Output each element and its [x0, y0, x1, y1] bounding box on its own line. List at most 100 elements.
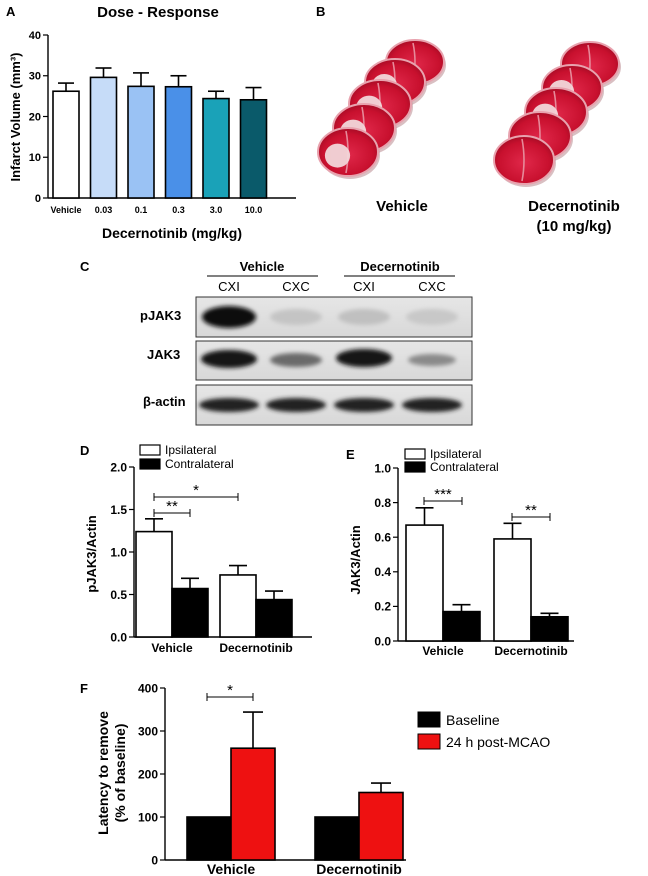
chart-e-bar [405, 524, 444, 642]
chart-f-ytick-label: 200 [138, 767, 158, 781]
chart-f-bar [358, 791, 404, 861]
chart-e-significance: ** [525, 502, 537, 519]
chart-e-ylabel: JAK3/Actin [348, 525, 363, 594]
chart-d-plot: 0.0 0.5 1.0 1.5 2.0 Vehicle Decernotinib Ipsila… [110, 443, 312, 655]
chart-a-category-label: 10.0 [245, 205, 263, 215]
chart-e-ytick-label: 1.0 [374, 461, 391, 475]
panel-a: A Dose - Response Infarct Volume (mm³) D… [6, 4, 296, 241]
chart-e-bar [442, 610, 481, 642]
chart-d-bar [255, 598, 293, 638]
chart-d-ytick-label: 0.0 [110, 630, 127, 644]
chart-e-ytick-label: 0.0 [374, 634, 391, 648]
blot-row-label-pjak3: pJAK3 [140, 308, 181, 323]
chart-a-title: Dose - Response [97, 4, 219, 21]
brain-slice-vehicle [317, 127, 380, 179]
chart-d-legend-swatch [139, 444, 161, 456]
chart-f-plot: 0 100 200 300 400 Vehicle Decernotinib Baseline… [138, 681, 550, 876]
chart-a-plot: 0 10 20 30 40 Vehicle 0.03 0.1 0.3 3.0 10.0 [29, 30, 296, 215]
chart-f-legend-swatch [417, 733, 441, 750]
chart-d-legend-swatch [139, 458, 161, 470]
panel-letter-a: A [6, 4, 16, 19]
chart-a-bar [202, 97, 230, 199]
chart-e-legend-swatch [404, 461, 426, 473]
chart-e-category-label: Decernotinib [494, 644, 567, 658]
chart-d-ylabel: pJAK3/Actin [84, 515, 99, 592]
chart-e-ytick-label: 0.6 [374, 531, 391, 545]
panel-e: E JAK3/Actin 0.0 0.2 0.4 0.6 0.8 1.0 Vehicle De… [346, 447, 574, 658]
brain-slice-vehicle-lesion [324, 143, 351, 168]
chart-f-ytick-label: 400 [138, 681, 158, 695]
chart-a-bar [164, 85, 193, 199]
chart-e-legend-swatch [404, 448, 426, 460]
panel-f: F Latency to remove (% of baseline) 0 100… [80, 681, 550, 876]
chart-f-category-label: Decernotinib [316, 861, 402, 876]
chart-d-ytick-label: 0.5 [110, 588, 127, 602]
chart-f-ytick-label: 300 [138, 724, 158, 738]
chart-f-legend-label: Baseline [446, 712, 500, 728]
chart-e-bar [493, 538, 532, 642]
chart-d-bar [135, 530, 173, 638]
chart-f-bar [186, 816, 232, 861]
blot-lane-1: CXI [218, 279, 240, 294]
brain-slices-decernotinib-image [493, 41, 621, 187]
chart-a-bar [89, 76, 118, 199]
chart-f-legend-label: 24 h post-MCAO [446, 734, 550, 750]
chart-e-significance: *** [434, 486, 452, 503]
blot-group-decernotinib: Decernotinib [360, 259, 440, 274]
chart-e-ytick-label: 0.8 [374, 496, 391, 510]
chart-a-category-label: 0.3 [172, 205, 185, 215]
chart-d-significance: ** [166, 498, 178, 515]
chart-a-category-label: Vehicle [50, 205, 81, 215]
brain-slice-decernotinib-midline [521, 138, 525, 182]
chart-d-ytick-label: 2.0 [110, 460, 127, 474]
panel-letter-d: D [80, 443, 89, 458]
brain-label-decernotinib: Decernotinib [528, 198, 620, 215]
panel-letter-b: B [316, 4, 325, 19]
chart-e-ytick-label: 0.2 [374, 600, 391, 614]
chart-a-bar [52, 90, 80, 199]
brain-label-dose: (10 mg/kg) [536, 218, 611, 235]
chart-e-ytick-label: 0.4 [374, 565, 391, 579]
blot-pjak3-image [195, 296, 473, 338]
chart-a-category-label: 0.1 [135, 205, 148, 215]
brain-slice-decernotinib [493, 135, 556, 187]
panel-d: D pJAK3/Actin 0.0 0.5 1.0 1.5 2.0 Vehicle Dece… [80, 443, 312, 655]
chart-f-legend-swatch [417, 711, 441, 728]
chart-a-ytick-label: 30 [29, 71, 41, 83]
chart-a-ytick-label: 10 [29, 152, 41, 164]
panel-letter-f: F [80, 681, 88, 696]
chart-e-category-label: Vehicle [422, 644, 464, 658]
panel-letter-e: E [346, 447, 355, 462]
chart-a-category-label: 3.0 [210, 205, 223, 215]
chart-a-ytick-label: 20 [29, 111, 41, 123]
chart-e-legend-label: Contralateral [430, 460, 499, 474]
chart-d-bar [171, 587, 209, 638]
chart-a-bar [239, 98, 268, 199]
blot-group-vehicle: Vehicle [240, 259, 285, 274]
blot-lane-4: CXC [418, 279, 445, 294]
blot-row-label-beta-actin: β-actin [143, 394, 186, 409]
chart-f-category-label: Vehicle [207, 861, 255, 876]
chart-d-legend-label: Contralateral [165, 457, 234, 471]
chart-d-bar [219, 574, 257, 638]
panel-c: C Vehicle Decernotinib CXI CXC CXI CXC p… [80, 259, 473, 426]
chart-f-bar [230, 747, 276, 861]
chart-f-ytick-label: 100 [138, 810, 158, 824]
chart-e-plot: 0.0 0.2 0.4 0.6 0.8 1.0 Vehicle Decernotinib Ips… [374, 447, 574, 658]
chart-f-ylabel-line-1: Latency to remove [95, 711, 111, 835]
chart-d-legend-label: Ipsilateral [165, 443, 216, 457]
chart-f-ytick-label: 0 [151, 853, 158, 867]
chart-f-bar [314, 816, 360, 861]
brain-label-vehicle: Vehicle [376, 198, 428, 215]
chart-d-significance: * [193, 482, 199, 499]
chart-d-ytick-label: 1.5 [110, 503, 127, 517]
chart-d-category-label: Vehicle [151, 641, 193, 655]
chart-a-bar [127, 85, 155, 199]
chart-e-legend-label: Ipsilateral [430, 447, 481, 461]
blot-jak3-image [195, 340, 473, 381]
chart-a-ylabel: Infarct Volume (mm³) [8, 52, 23, 181]
chart-a-category-label: 0.03 [95, 205, 113, 215]
chart-d-ytick-label: 1.0 [110, 545, 127, 559]
chart-d-category-label: Decernotinib [219, 641, 292, 655]
panel-letter-c: C [80, 259, 90, 274]
